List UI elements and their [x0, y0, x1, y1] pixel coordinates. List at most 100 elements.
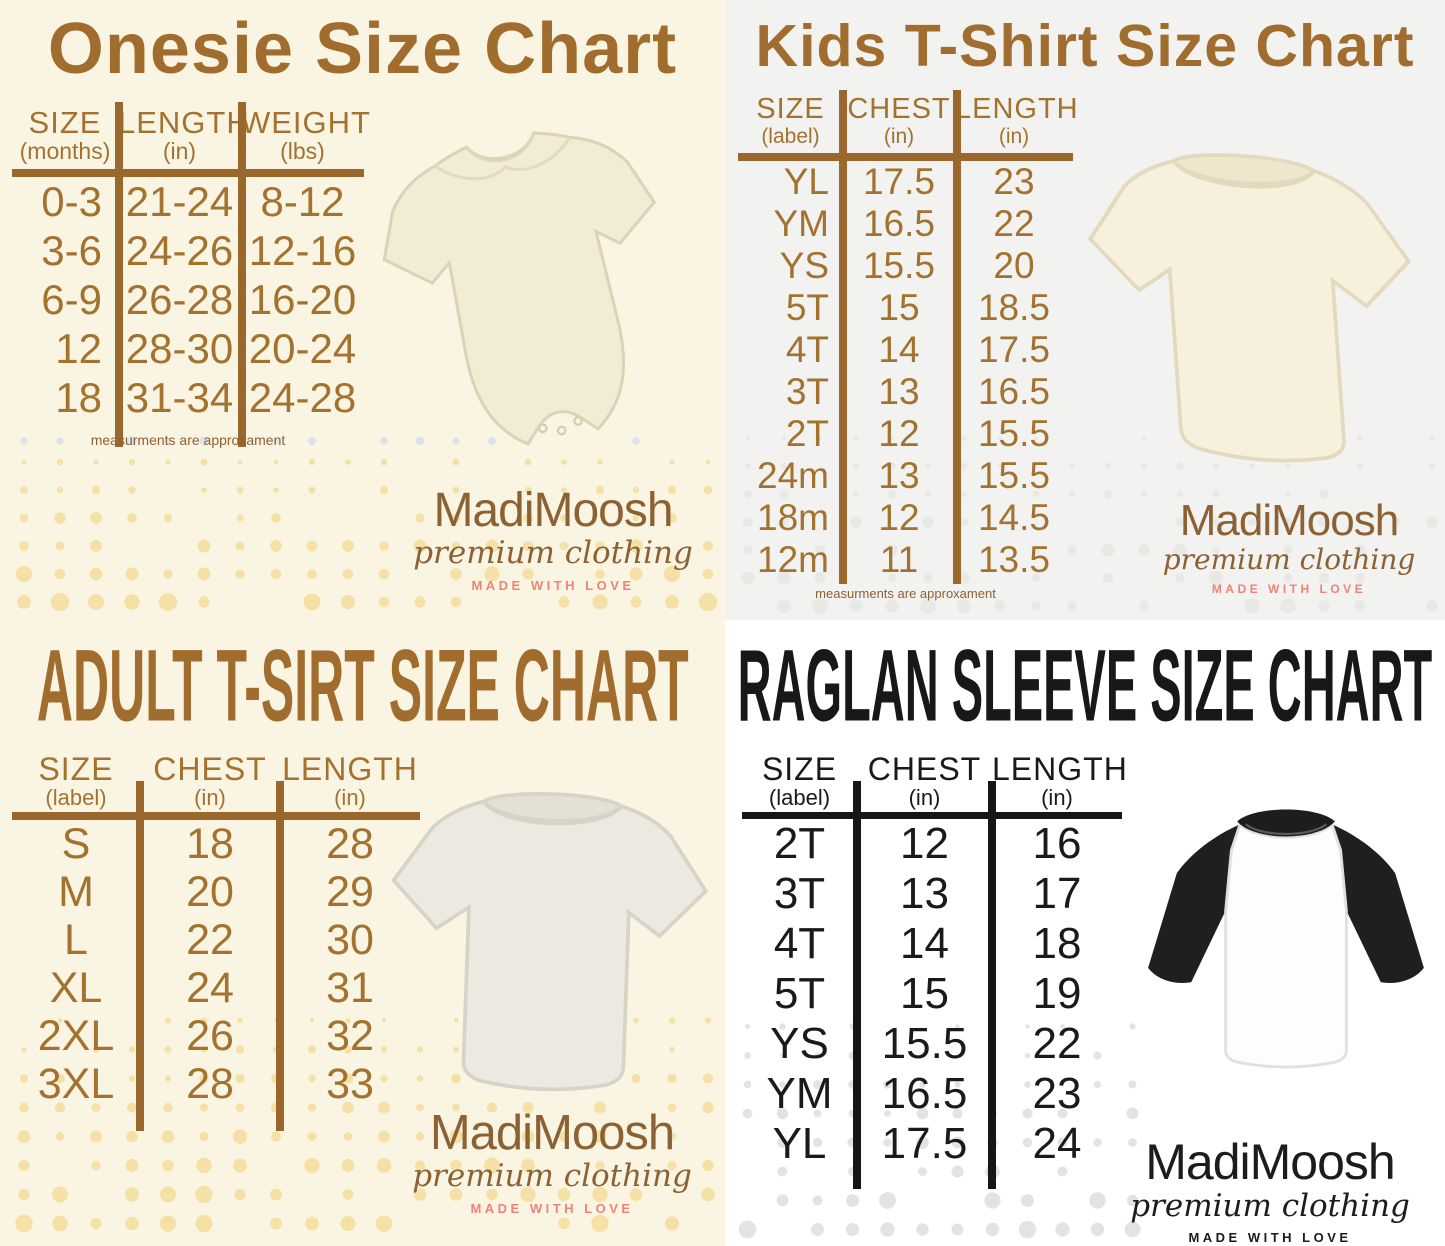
column-divider	[988, 781, 996, 1189]
brand-motto: MADE WITH LOVE	[471, 578, 635, 594]
table-cell: 22	[186, 916, 234, 964]
table-cell: 15.5	[881, 1019, 968, 1068]
measurement-disclaimer: measurments are approxament	[90, 432, 286, 448]
column-label: LENGTH	[282, 751, 418, 787]
brand-tagline: premium clothing	[413, 535, 693, 572]
table-cell: 30	[326, 916, 374, 964]
table-cell: 24	[186, 964, 234, 1012]
table-cell: 26	[186, 1012, 234, 1060]
table-cell: 11	[879, 539, 919, 580]
column-unit: (label)	[768, 784, 831, 810]
table-cell: 15	[900, 969, 949, 1018]
column-label: LENGTH	[118, 105, 250, 141]
brand-logo: MadiMoosh premium clothing MADE WITH LOV…	[1136, 496, 1442, 597]
adult-chart-title-text: ADULT T-SIRT SIZE CHART	[36, 628, 689, 744]
column-header: SIZE (months)	[12, 102, 118, 164]
column-unit: (in)	[908, 784, 941, 810]
column-divider	[136, 781, 144, 1131]
table-cell: 17	[1032, 869, 1082, 918]
table-cell: 0-3	[41, 178, 102, 225]
table-cell: 14.5	[977, 497, 1050, 538]
column-header: CHEST (in)	[140, 753, 280, 810]
table-cell: 5T	[785, 287, 829, 328]
table-cell: 28	[326, 820, 374, 868]
raglan-shirt-product-image	[1148, 809, 1424, 1069]
column-label: SIZE	[38, 751, 114, 787]
table-header: SIZE (label) CHEST (in) LENGTH (in)	[742, 751, 1128, 810]
table-cell: 26-28	[125, 276, 234, 323]
table-cell: 18	[55, 374, 102, 421]
column-unit: (label)	[761, 124, 820, 148]
table-cell: 14	[900, 919, 949, 968]
table-cell: 12	[878, 497, 920, 538]
table-cell: 3XL	[37, 1060, 115, 1108]
table-cell: 13	[878, 371, 920, 412]
table-cell: 18	[1032, 919, 1082, 968]
brand-motto: MADE WITH LOVE	[1211, 582, 1367, 597]
table-cell: 12	[900, 819, 949, 868]
table-cell: 16-20	[248, 276, 357, 323]
table-header: SIZE (label) CHEST (in) LENGTH (in)	[738, 90, 1079, 148]
table-cell: 24m	[757, 455, 829, 496]
table-header-rule	[738, 153, 1073, 161]
table-cell: 29	[326, 868, 374, 916]
table-cell: 33	[326, 1060, 374, 1108]
column-header: SIZE (label)	[738, 90, 843, 148]
table-body: 2T 12 16 3T 13 17 4T 14 18 5T 15 19 YS 15.5 22 YM 1…	[742, 819, 1122, 1169]
column-header: SIZE (label)	[12, 753, 140, 810]
brand-tagline: premium clothing	[1130, 1187, 1410, 1224]
table-cell: 18m	[757, 497, 829, 538]
column-divider	[276, 781, 284, 1131]
table-cell: 12	[878, 413, 920, 454]
measurement-disclaimer: measurments are approxament	[815, 586, 996, 601]
onesie-product-image	[382, 131, 657, 446]
table-cell: 15.5	[862, 245, 935, 286]
column-header: CHEST (in)	[857, 753, 992, 810]
column-label: LENGTH	[955, 93, 1079, 126]
column-label: CHEST	[847, 93, 951, 126]
table-cell: 31	[326, 964, 374, 1012]
brand-name: MadiMoosh	[1145, 1134, 1395, 1190]
table-cell: 15.5	[977, 455, 1050, 496]
table-cell: 5T	[773, 969, 826, 1018]
kids-chart-title: Kids T-Shirt Size Chart	[755, 13, 1415, 79]
table-cell: 2T	[773, 819, 826, 868]
column-unit: (in)	[162, 137, 197, 164]
brand-name: MadiMoosh	[433, 484, 673, 537]
table-cell: 24	[1032, 1119, 1082, 1168]
table-cell: YM	[766, 1069, 833, 1118]
table-cell: 3T	[773, 869, 826, 918]
onesie-size-table: SIZE (months) LENGTH (in) WEIGHT (lbs) 0-3 2…	[12, 102, 370, 447]
table-cell: 23	[993, 161, 1035, 202]
table-cell: 19	[1032, 969, 1082, 1018]
table-cell: 3-6	[41, 227, 102, 274]
brand-logo: MadiMoosh premium clothing MADE WITH LOV…	[390, 1107, 714, 1216]
table-cell: 20	[186, 868, 234, 916]
column-label: SIZE	[761, 751, 838, 787]
table-header-rule	[12, 812, 420, 820]
kids-size-table: SIZE (label) CHEST (in) LENGTH (in) YL 17.5 2…	[738, 90, 1079, 584]
table-cell: 12m	[757, 539, 829, 580]
table-cell: 18.5	[977, 287, 1050, 328]
table-cell: 13	[878, 455, 920, 496]
column-header: LENGTH (in)	[955, 90, 1079, 148]
table-cell: 28	[186, 1060, 234, 1108]
table-cell: 24-28	[248, 374, 357, 421]
column-label: CHEST	[153, 751, 267, 787]
table-cell: 13.5	[977, 539, 1050, 580]
column-label: LENGTH	[992, 751, 1128, 787]
column-header: LENGTH (in)	[992, 751, 1128, 810]
table-cell: 16	[1032, 819, 1082, 868]
raglan-chart-title: RAGLAN SLEEVE SIZE CHART	[725, 632, 1445, 739]
table-cell: XL	[49, 964, 103, 1012]
column-label: SIZE	[28, 105, 102, 141]
table-cell: 15.5	[977, 413, 1050, 454]
column-divider	[953, 90, 961, 584]
table-cell: 20-24	[248, 325, 357, 372]
table-cell: 2T	[785, 413, 829, 454]
table-cell: 20	[993, 245, 1035, 286]
table-cell: M	[58, 868, 94, 916]
brand-name: MadiMoosh	[1179, 496, 1399, 545]
table-cell: 23	[1032, 1069, 1082, 1118]
table-cell: 4T	[773, 919, 826, 968]
